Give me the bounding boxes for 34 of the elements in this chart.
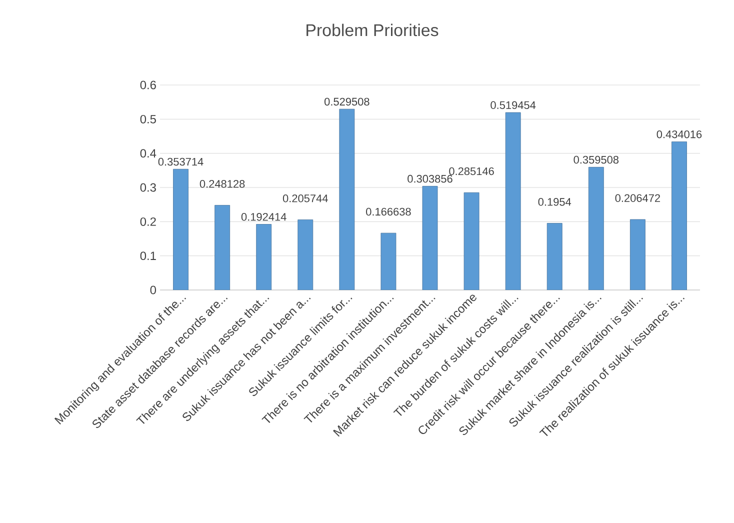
bar bbox=[505, 112, 521, 290]
data-label: 0.434016 bbox=[656, 130, 702, 138]
data-label: 0.206472 bbox=[615, 194, 660, 202]
data-label: 0.303856 bbox=[408, 174, 452, 183]
bar bbox=[546, 223, 562, 290]
data-label: 0.1954 bbox=[538, 198, 572, 206]
y-tick-label: 0.2 bbox=[140, 217, 156, 226]
bar bbox=[588, 166, 604, 290]
data-label: 0.205744 bbox=[282, 194, 328, 202]
y-tick-label: 0.1 bbox=[140, 252, 156, 260]
bar bbox=[672, 142, 687, 290]
y-tick-label: 0.5 bbox=[140, 114, 156, 124]
bar bbox=[339, 108, 355, 290]
data-label: 0.285146 bbox=[449, 167, 494, 176]
y-tick-label: 0 bbox=[150, 286, 156, 294]
bar bbox=[464, 192, 480, 290]
data-label: 0.519454 bbox=[490, 101, 536, 109]
data-label: 0.192414 bbox=[241, 212, 286, 221]
bar bbox=[173, 168, 188, 290]
bar bbox=[298, 220, 314, 290]
chart-title: Problem Priorities bbox=[306, 24, 438, 36]
y-tick-label: 0.6 bbox=[140, 80, 156, 90]
bar bbox=[422, 186, 438, 290]
bar bbox=[256, 224, 272, 290]
bar bbox=[630, 219, 646, 290]
data-label: 0.353714 bbox=[158, 158, 204, 166]
y-tick-label: 0.3 bbox=[140, 183, 156, 192]
data-label: 0.248128 bbox=[200, 180, 245, 188]
bar bbox=[380, 232, 396, 290]
data-label: 0.529508 bbox=[324, 98, 370, 106]
y-tick-label: 0.4 bbox=[140, 149, 156, 158]
data-label: 0.359508 bbox=[574, 156, 619, 164]
data-label: 0.166638 bbox=[366, 208, 411, 216]
bar bbox=[214, 205, 230, 290]
